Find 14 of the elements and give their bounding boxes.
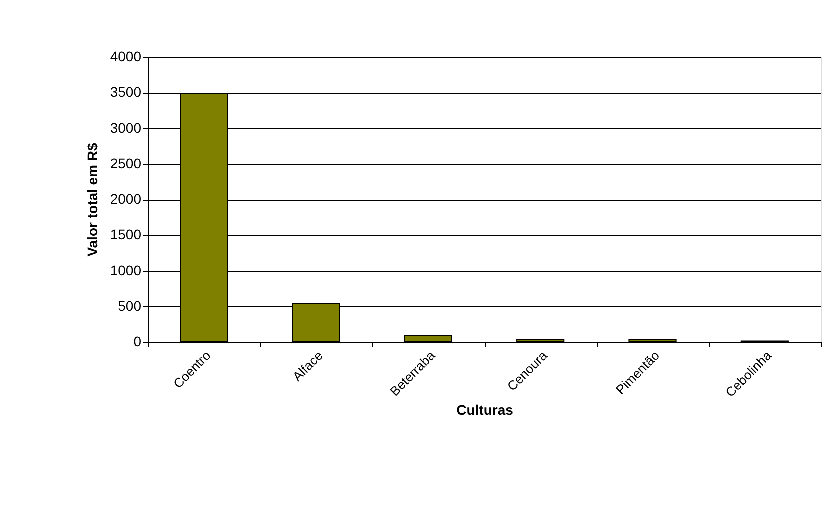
bar: [628, 339, 677, 342]
bar: [404, 335, 452, 342]
y-axis-title: Valor total em R$: [84, 142, 100, 257]
y-tick-label: 500: [118, 298, 142, 314]
x-axis-title: Culturas: [456, 402, 514, 418]
y-tick-label: 1000: [110, 262, 142, 278]
y-tick-label: 2500: [110, 155, 142, 172]
y-tick-label: 3500: [110, 84, 142, 100]
y-tick-label: 3000: [110, 120, 142, 136]
bar: [516, 339, 565, 342]
y-tick-label: 4000: [110, 48, 142, 64]
y-tick-label: 2000: [110, 191, 142, 207]
y-tick-label: 1500: [110, 226, 142, 243]
y-tick-label: 0: [134, 334, 142, 350]
